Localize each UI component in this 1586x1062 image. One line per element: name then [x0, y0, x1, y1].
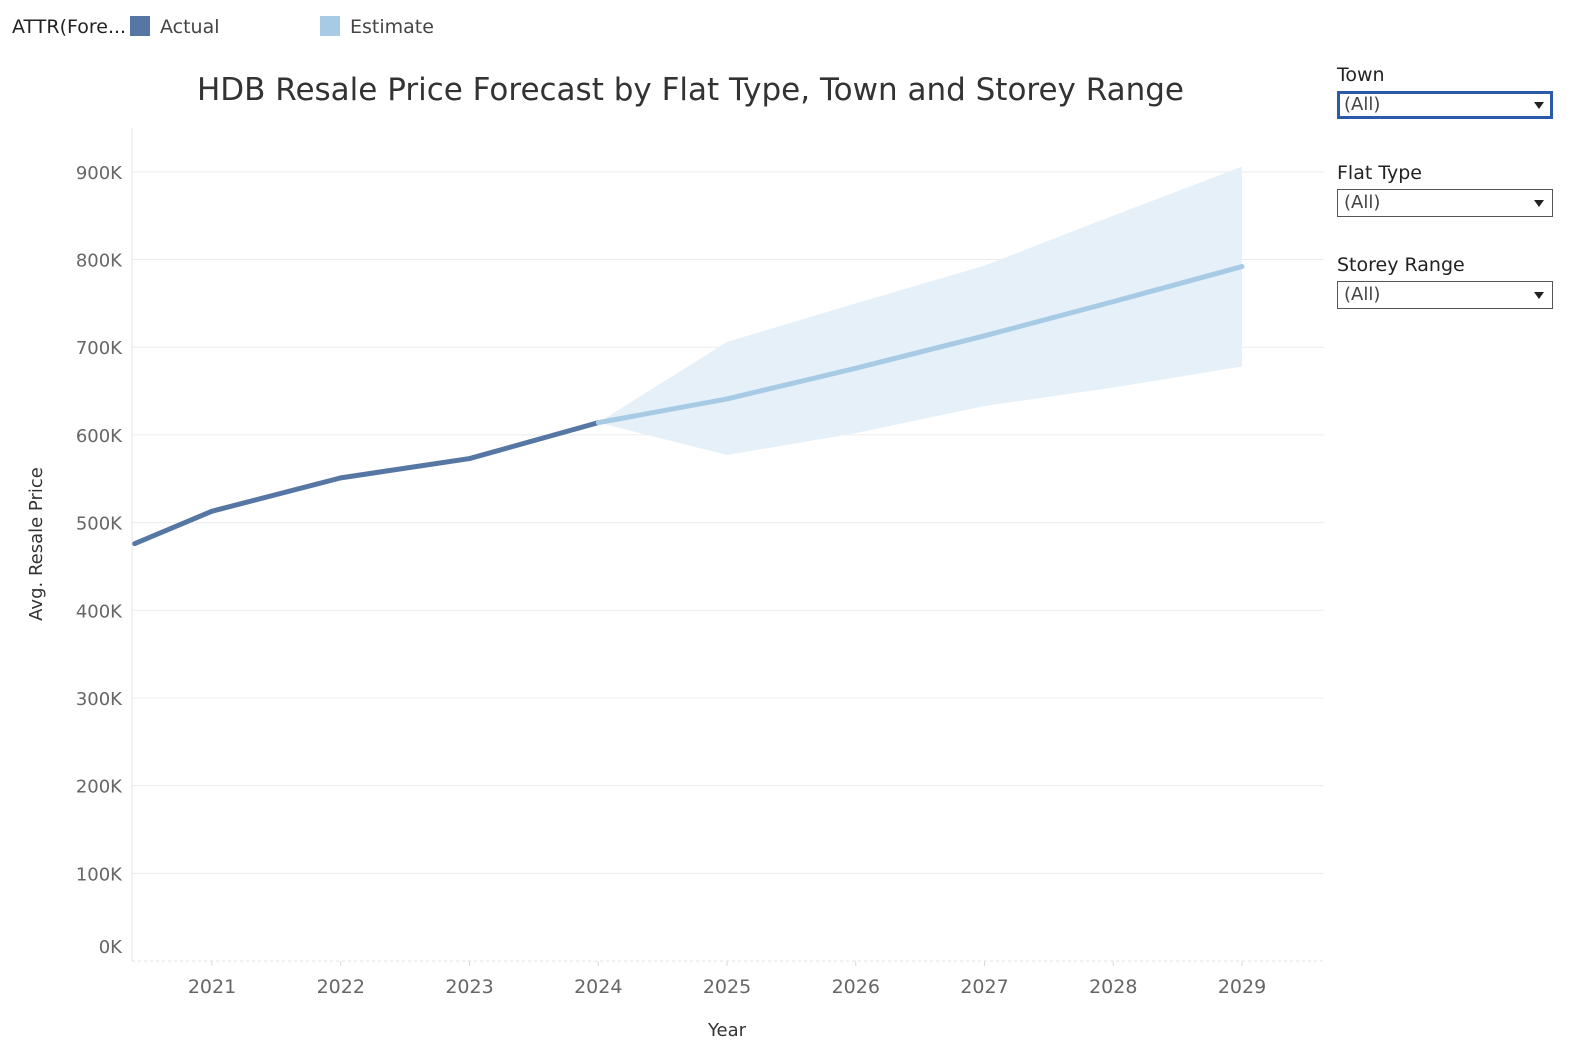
data-point — [596, 420, 601, 425]
legend-swatch-estimate — [320, 16, 340, 36]
storey-range-filter: Storey Range (All) — [1337, 254, 1553, 309]
town-filter-label: Town — [1337, 64, 1385, 86]
y-tick-label: 400K — [76, 601, 123, 622]
town-filter-value: (All) — [1344, 94, 1381, 115]
x-tick-label: 2025 — [703, 976, 751, 998]
flat-type-filter-value: (All) — [1344, 192, 1381, 213]
flat-type-filter-dropdown[interactable]: (All) — [1337, 189, 1553, 217]
x-tick-label: 2024 — [574, 976, 622, 998]
y-tick-label: 0K — [99, 937, 123, 958]
data-point — [338, 475, 343, 481]
data-point — [724, 396, 730, 402]
actual-line — [132, 420, 601, 547]
flat-type-filter: Flat Type (All) — [1337, 162, 1553, 217]
storey-range-filter-dropdown[interactable]: (All) — [1337, 281, 1553, 309]
x-tick-label: 2021 — [188, 976, 236, 998]
y-axis-title: Avg. Resale Price — [26, 467, 47, 621]
town-filter-dropdown[interactable]: (All) — [1337, 91, 1553, 119]
storey-range-filter-label: Storey Range — [1337, 254, 1465, 276]
chevron-down-icon — [1534, 200, 1544, 207]
prediction-interval-band — [598, 166, 1242, 456]
legend-label-estimate: Estimate — [350, 16, 434, 38]
legend-label-actual: Actual — [160, 16, 220, 38]
y-tick-label: 700K — [76, 338, 123, 359]
data-point — [132, 541, 137, 546]
data-point — [467, 456, 472, 461]
data-point — [982, 333, 987, 339]
x-tick-label: 2022 — [317, 976, 365, 998]
chart-title: HDB Resale Price Forecast by Flat Type, … — [197, 72, 1185, 108]
x-tick-label: 2027 — [960, 976, 1008, 998]
flat-type-filter-label: Flat Type — [1337, 162, 1422, 184]
y-tick-label: 500K — [76, 514, 123, 535]
x-tick-label: 2028 — [1089, 976, 1137, 998]
data-point — [1111, 299, 1116, 304]
y-tick-label: 600K — [76, 426, 123, 447]
x-tick-label: 2026 — [832, 976, 880, 998]
y-tick-label: 100K — [76, 864, 123, 885]
x-tick-label: 2029 — [1218, 976, 1266, 998]
y-tick-label: 800K — [76, 251, 123, 272]
town-filter: Town (All) — [1337, 64, 1553, 119]
legend-swatch-actual — [130, 16, 150, 36]
y-tick-label: 300K — [76, 689, 123, 710]
estimate-line — [595, 264, 1245, 426]
data-point — [209, 508, 215, 514]
y-tick-label: 200K — [76, 777, 123, 798]
y-tick-label: 900K — [76, 163, 123, 184]
chevron-down-icon — [1534, 292, 1544, 299]
chevron-down-icon — [1534, 102, 1544, 109]
data-point — [853, 366, 858, 371]
data-point — [1239, 264, 1245, 269]
x-tick-label: 2023 — [445, 976, 493, 998]
x-axis-title: Year — [707, 1020, 747, 1041]
legend-title: ATTR(Fore... — [12, 16, 127, 38]
storey-range-filter-value: (All) — [1344, 284, 1381, 305]
